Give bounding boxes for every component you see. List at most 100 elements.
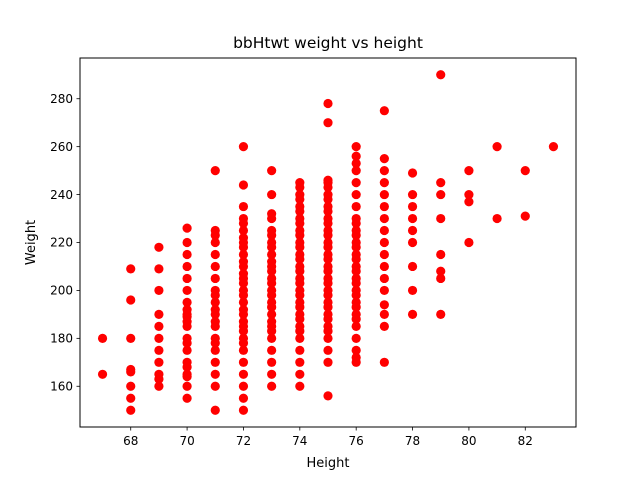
data-point bbox=[351, 285, 361, 296]
data-point bbox=[210, 237, 220, 248]
data-point bbox=[379, 261, 389, 272]
data-point bbox=[379, 300, 389, 310]
data-point bbox=[267, 189, 277, 200]
data-point bbox=[351, 297, 361, 307]
data-point bbox=[238, 297, 249, 307]
data-point bbox=[464, 166, 474, 176]
x-tick-label: 74 bbox=[292, 434, 307, 448]
data-point bbox=[182, 333, 192, 343]
data-point bbox=[238, 213, 249, 224]
data-point bbox=[238, 225, 249, 236]
data-point bbox=[238, 201, 249, 212]
data-point bbox=[407, 261, 418, 272]
data-point bbox=[126, 264, 136, 274]
data-point bbox=[238, 249, 249, 260]
data-point bbox=[323, 357, 333, 367]
data-point bbox=[238, 345, 249, 355]
data-point bbox=[407, 189, 418, 200]
data-point bbox=[436, 249, 446, 260]
y-tick-label: 280 bbox=[50, 92, 73, 106]
data-point bbox=[295, 225, 305, 236]
data-point bbox=[407, 168, 418, 178]
data-point bbox=[182, 285, 192, 296]
data-point bbox=[267, 316, 277, 327]
data-point bbox=[323, 213, 333, 224]
data-point bbox=[210, 333, 220, 343]
data-point bbox=[295, 321, 305, 331]
data-point bbox=[154, 357, 164, 367]
data-point bbox=[351, 142, 361, 152]
data-point bbox=[407, 213, 418, 224]
chart-title: bbHtwt weight vs height bbox=[233, 34, 423, 52]
data-point bbox=[407, 201, 418, 212]
data-point bbox=[267, 369, 277, 379]
data-point bbox=[182, 304, 192, 315]
data-point bbox=[295, 333, 305, 343]
data-point bbox=[210, 249, 220, 260]
data-point bbox=[351, 309, 361, 319]
data-point bbox=[323, 175, 333, 185]
data-point bbox=[126, 295, 136, 305]
data-point bbox=[267, 166, 277, 176]
y-tick-label: 180 bbox=[50, 332, 73, 346]
data-point bbox=[436, 189, 446, 200]
data-point bbox=[295, 381, 305, 391]
data-point bbox=[379, 225, 389, 236]
data-point bbox=[210, 381, 220, 391]
data-point bbox=[351, 352, 361, 363]
data-point bbox=[407, 285, 418, 296]
data-point bbox=[182, 273, 192, 284]
data-point bbox=[210, 285, 220, 296]
data-point bbox=[407, 309, 418, 319]
data-point bbox=[295, 189, 305, 200]
data-point bbox=[238, 269, 249, 279]
data-point bbox=[323, 285, 333, 296]
data-point bbox=[210, 304, 220, 315]
data-point bbox=[379, 213, 389, 224]
data-point bbox=[210, 273, 220, 284]
data-point bbox=[267, 225, 277, 236]
data-point bbox=[126, 405, 136, 415]
data-point bbox=[238, 285, 249, 296]
data-point bbox=[267, 273, 277, 284]
data-point bbox=[379, 166, 389, 176]
data-point bbox=[379, 237, 389, 248]
data-point bbox=[154, 264, 164, 274]
y-tick-label: 260 bbox=[50, 140, 73, 154]
x-tick-label: 76 bbox=[349, 434, 364, 448]
data-point bbox=[295, 178, 305, 188]
data-point bbox=[351, 249, 361, 260]
data-point bbox=[351, 273, 361, 284]
data-point bbox=[154, 321, 164, 331]
data-point bbox=[97, 369, 108, 379]
data-point bbox=[379, 273, 389, 284]
data-point bbox=[154, 369, 164, 379]
data-point bbox=[351, 225, 361, 236]
data-point bbox=[492, 213, 502, 224]
data-point bbox=[323, 237, 333, 248]
data-point bbox=[182, 345, 192, 355]
data-point bbox=[295, 261, 305, 272]
data-point bbox=[351, 158, 361, 169]
data-point bbox=[210, 316, 220, 327]
data-point bbox=[154, 309, 164, 319]
x-tick-label: 78 bbox=[405, 434, 420, 448]
data-point bbox=[323, 261, 333, 272]
data-point bbox=[295, 249, 305, 260]
data-point bbox=[351, 333, 361, 343]
data-point bbox=[323, 273, 333, 284]
data-point bbox=[210, 261, 220, 272]
data-point bbox=[379, 154, 389, 164]
data-point bbox=[295, 345, 305, 355]
data-point bbox=[238, 405, 249, 415]
data-point bbox=[323, 249, 333, 260]
data-point bbox=[295, 213, 305, 224]
data-point bbox=[182, 223, 192, 233]
data-point bbox=[323, 309, 333, 319]
x-tick-label: 70 bbox=[179, 434, 194, 448]
data-point bbox=[97, 333, 108, 343]
data-point bbox=[323, 297, 333, 307]
data-point bbox=[323, 391, 333, 401]
